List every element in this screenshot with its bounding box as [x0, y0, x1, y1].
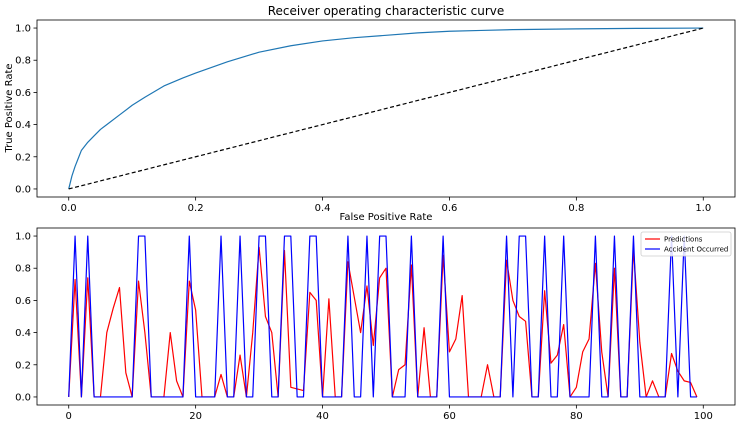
predictions-line: [68, 246, 698, 398]
predictions-y-tick-label: 0.2: [15, 360, 31, 371]
predictions-x-tick-label: 40: [316, 411, 329, 421]
roc-x-axis-label: False Positive Rate: [340, 212, 433, 223]
predictions-x-tick-label: 100: [694, 411, 713, 421]
roc-y-tick-label: 0.8: [15, 56, 31, 67]
predictions-legend: Predictions Accident Occurred: [640, 231, 732, 257]
roc-x-tick-label: 0.0: [61, 203, 77, 214]
roc-x-ticks: 0.0 0.2 0.4 0.6 0.8 1.0: [61, 197, 711, 214]
predictions-y-ticks: 0.0 0.2 0.4 0.6 0.8 1.0: [15, 232, 37, 403]
predictions-y-tick-label: 0.0: [15, 392, 31, 403]
predictions-x-tick-label: 0: [66, 411, 72, 421]
roc-y-tick-label: 0.2: [15, 152, 31, 163]
roc-plot-frame: [36, 19, 736, 198]
roc-y-tick-label: 0.6: [15, 88, 31, 99]
roc-y-axis-label: True Positive Rate: [4, 63, 15, 153]
predictions-y-tick-label: 0.4: [15, 328, 31, 339]
predictions-x-tick-label: 80: [570, 411, 583, 421]
chance-diagonal-line: [68, 27, 704, 190]
roc-x-tick-label: 1.0: [695, 203, 711, 214]
predictions-plot-frame: [36, 227, 736, 406]
roc-curve-line: [68, 27, 704, 190]
accident-occurred-line: [68, 235, 697, 398]
predictions-x-tick-label: 60: [443, 411, 456, 421]
predictions-series-group: [68, 235, 698, 398]
predictions-y-tick-label: 0.8: [15, 264, 31, 275]
predictions-y-tick-label: 1.0: [15, 232, 31, 243]
predictions-y-tick-label: 0.6: [15, 296, 31, 307]
legend-box: [640, 231, 732, 257]
roc-y-tick-label: 0.4: [15, 120, 31, 131]
roc-y-tick-label: 0.0: [15, 184, 31, 195]
roc-series-group: [68, 27, 704, 190]
roc-x-tick-label: 0.6: [442, 203, 458, 214]
predictions-x-ticks: 0 20 40 60 80 100: [66, 405, 713, 421]
roc-x-tick-label: 0.4: [315, 203, 331, 214]
roc-x-tick-label: 0.8: [568, 203, 584, 214]
predictions-x-tick-label: 20: [189, 411, 202, 421]
roc-y-ticks: 0.0 0.2 0.4 0.6 0.8 1.0: [15, 24, 37, 195]
legend-label-predictions: Predictions: [664, 236, 703, 244]
roc-y-tick-label: 1.0: [15, 24, 31, 35]
roc-chart: Receiver operating characteristic curve …: [4, 4, 736, 223]
roc-x-tick-label: 0.2: [188, 203, 204, 214]
roc-title: Receiver operating characteristic curve: [268, 4, 505, 18]
predictions-chart: 0 20 40 60 80 100 0.0 0.2 0.4 0.6 0.8 1.0 Predicti…: [15, 227, 736, 421]
legend-label-accident-occurred: Accident Occurred: [664, 246, 728, 254]
